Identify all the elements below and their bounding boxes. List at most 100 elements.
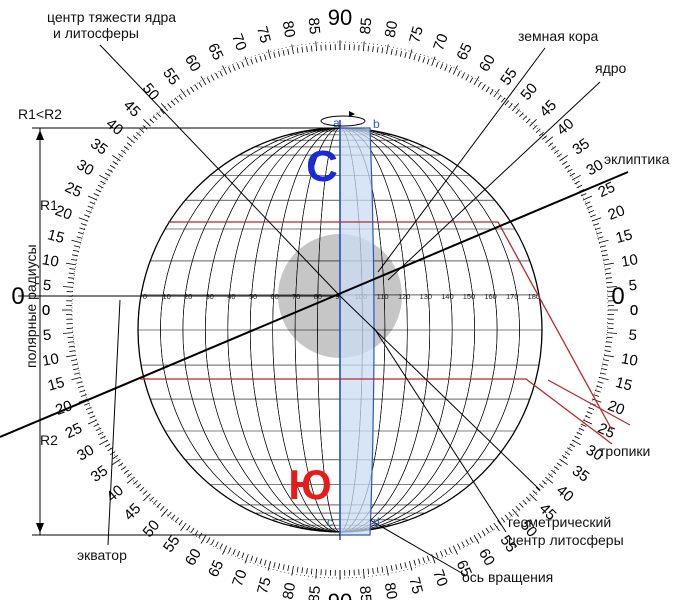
dial-tick [587,412,593,414]
dial-tick [603,259,609,260]
dial-tick [570,173,575,176]
dial-tick [387,44,389,54]
dial-tick [69,351,75,352]
dial-tick [242,553,244,558]
dial-label: 75 [254,575,275,596]
dial-tick [494,89,500,97]
dial-tick [81,395,87,397]
dial-tick [530,119,537,126]
label-polar-radii: полярные радиусы [23,244,39,368]
dial-tick [602,255,608,256]
dial-tick [297,567,298,573]
dial-tick [260,559,262,565]
dial-tick [595,390,601,392]
dial-tick [88,206,94,208]
dial-tick [127,474,132,478]
dial-tick [171,515,175,520]
dial-tick [551,470,556,474]
dial-tick [181,523,187,531]
dial-tick [237,64,239,69]
dial-tick [554,150,559,154]
dial-tick [387,566,389,576]
label-geo-center-1: геометрический [508,514,611,530]
dial-label: 50 [139,80,163,104]
pointer-line [370,520,465,575]
dial-tick [133,481,138,485]
dial-tick [409,561,412,570]
dial-tick [377,567,378,573]
dial-label: 50 [140,517,164,541]
point-c: c [327,515,333,529]
dial-tick [274,562,275,568]
dial-tick [551,146,556,150]
dial-label: 85 [357,17,375,35]
dial-tick [150,497,154,501]
dial-tick [436,62,438,67]
dial-tick [596,232,602,234]
dial-tick [84,403,90,405]
dial-tick [74,246,80,247]
dial-label: 80 [279,20,299,39]
dial-tick [587,206,593,208]
point-a: a [333,116,340,130]
label-core-center-2: и литосферы [53,25,139,41]
dial-tick [242,62,244,67]
dial-tick [486,528,489,533]
dial-tick [607,333,617,334]
dial-tick [113,455,118,458]
dial-tick [118,154,123,157]
dial-tick [427,556,429,562]
dial-tick [133,136,138,140]
dial-tick [229,547,231,552]
dial-tick [382,47,383,53]
equator-scale-label: 130 [420,292,433,301]
dial-tick [363,41,364,51]
dial-tick [143,119,150,126]
dial-tick [179,95,183,100]
point-b: b [373,117,380,131]
dial-tick [445,65,447,70]
dial-label: 65 [204,41,226,63]
dial-tick [100,181,105,184]
dial-tick [453,546,457,555]
dial-label: 20 [606,202,627,224]
label-axis: ось вращения [462,569,553,585]
dial-tick [449,67,451,72]
dial-tick [560,459,568,465]
dial-tick [601,368,607,369]
dial-tick [405,562,406,568]
dial-tick [245,554,248,563]
dial-tick [216,73,219,78]
dial-tick [574,436,579,439]
dial-tick [449,547,451,552]
dial-tick [548,474,553,478]
point-d: d [373,515,380,529]
pointer-line [100,45,340,296]
dial-tick [565,165,570,168]
dial-tick [113,161,118,164]
dial-label: 5 [42,327,52,345]
dial-tick [72,255,78,256]
dial-tick [199,82,202,87]
dial-tick [440,551,442,556]
dial-label: 5 [628,327,638,345]
dial-tick [414,560,416,566]
dial-zero-label: 0 [611,283,624,310]
dial-label: 75 [253,24,274,45]
dial-tick [72,364,78,365]
dial-label: 35 [87,135,110,158]
dial-tick [99,440,108,445]
label-r1: R1 [40,197,58,213]
dial-label: 70 [228,31,250,52]
dial-tick [68,342,74,343]
dial-label: 0 [630,302,638,319]
dial-tick [466,75,469,80]
dial-tick [140,129,144,133]
dial-tick [453,66,457,75]
dial-label: 35 [569,135,592,158]
dial-tick [278,563,279,569]
dial-tick [432,57,435,66]
dial-tick [127,137,135,143]
dial-tick [90,416,95,418]
dial-label: 10 [620,251,639,271]
